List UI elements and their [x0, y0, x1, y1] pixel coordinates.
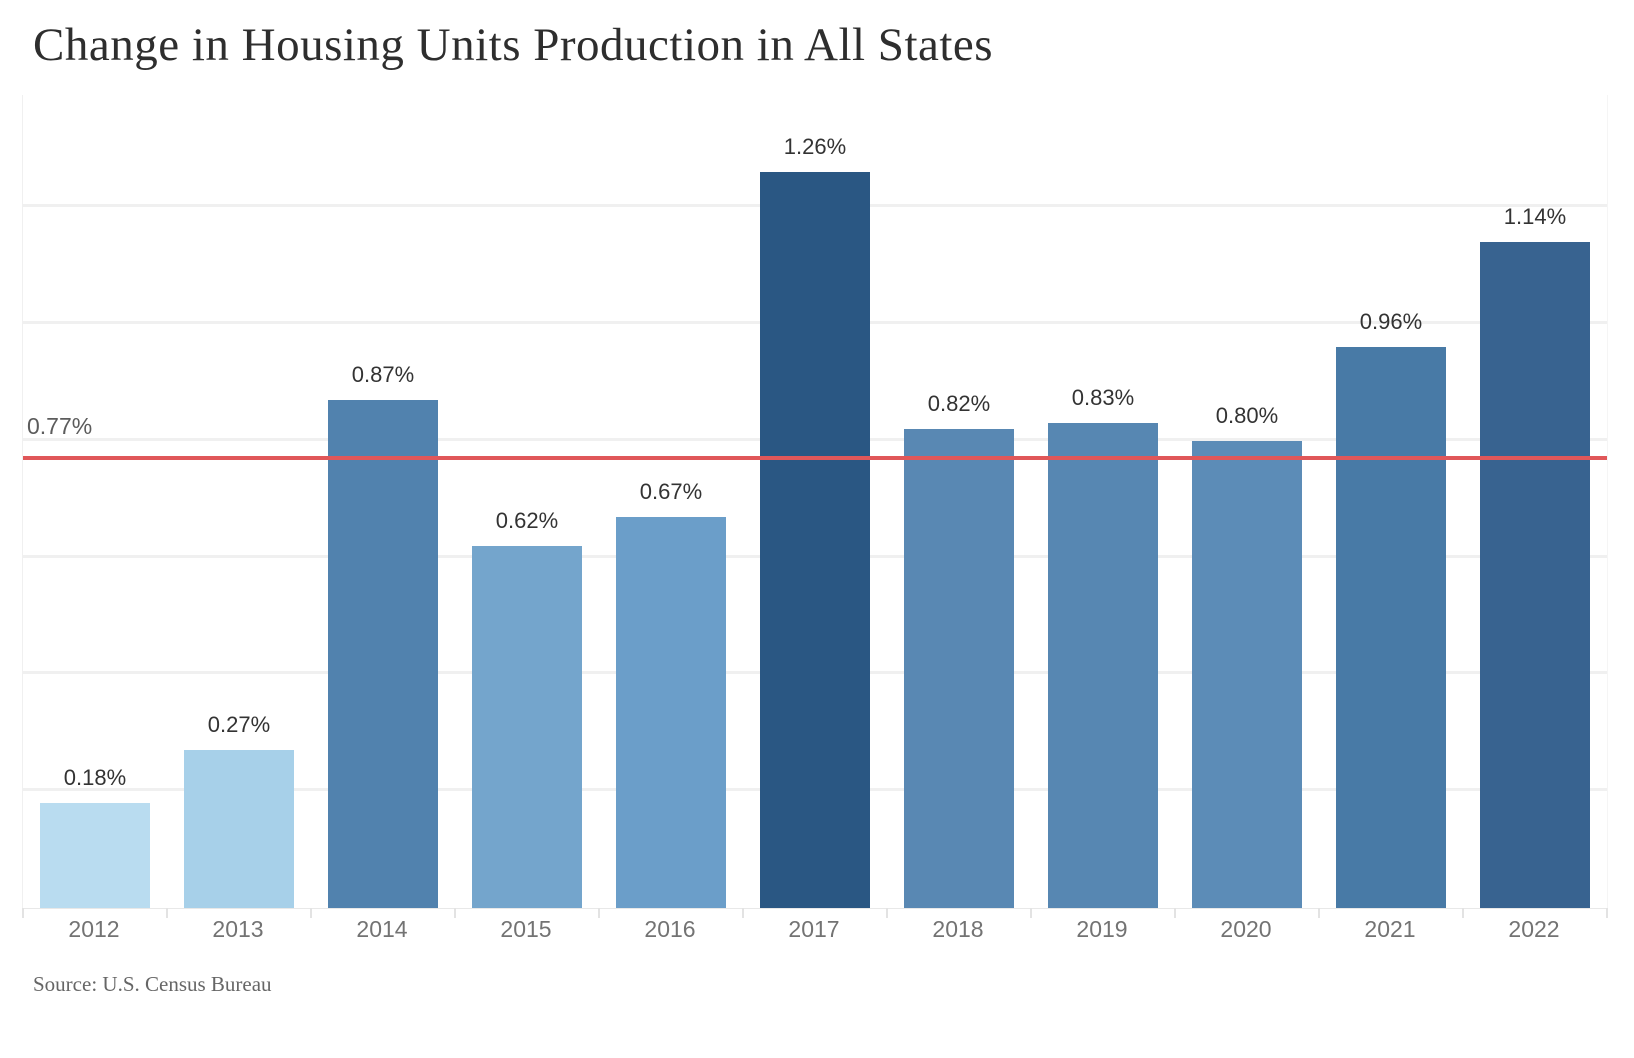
axis-tick	[1030, 908, 1032, 918]
axis-tick	[1606, 908, 1608, 918]
value-label: 0.83%	[1071, 385, 1135, 410]
bar-2012[interactable]	[40, 803, 150, 908]
chart-title: Change in Housing Units Production in Al…	[33, 19, 994, 71]
value-label: 0.18%	[63, 765, 127, 790]
bar-column-2020: 0.80%	[1175, 95, 1319, 908]
axis-tick	[742, 908, 744, 918]
axis-tick	[598, 908, 600, 918]
x-axis-label-2016: 2016	[644, 916, 696, 942]
x-axis-label-2019: 2019	[1076, 916, 1128, 942]
axis-tick	[22, 908, 24, 918]
x-axis-label-2013: 2013	[212, 916, 264, 942]
bar-column-2022: 1.14%	[1463, 95, 1607, 908]
bar-column-2021: 0.96%	[1319, 95, 1463, 908]
bar-2016[interactable]	[616, 517, 726, 908]
value-label: 1.26%	[783, 134, 847, 159]
value-label: 0.27%	[207, 712, 271, 737]
bar-2014[interactable]	[328, 400, 438, 908]
axis-tick	[886, 908, 888, 918]
bar-column-2019: 0.83%	[1031, 95, 1175, 908]
x-axis-label-2015: 2015	[500, 916, 552, 942]
x-axis-label-2018: 2018	[932, 916, 984, 942]
bar-chart-plot-area: 0.77% 0.18% 0.27% 0.87% 0.62% 0.67% 1.26% 0.82…	[22, 95, 1608, 918]
value-label: 0.67%	[639, 479, 703, 504]
bar-column-2015: 0.62%	[455, 95, 599, 908]
value-label: 0.96%	[1359, 309, 1423, 334]
x-axis-label-2014: 2014	[356, 916, 408, 942]
bar-2021[interactable]	[1336, 347, 1446, 908]
x-axis: 2012 2013 2014 2015 2016 2017 2018 2019 2020 2021…	[22, 916, 1606, 950]
value-label: 1.14%	[1503, 204, 1567, 229]
x-axis-label-2017: 2017	[788, 916, 840, 942]
bar-2020[interactable]	[1192, 441, 1302, 908]
axis-tick	[1318, 908, 1320, 918]
x-axis-label-2012: 2012	[68, 916, 120, 942]
bar-column-2018: 0.82%	[887, 95, 1031, 908]
x-axis-baseline	[23, 908, 1607, 909]
bar-2018[interactable]	[904, 429, 1014, 908]
bar-2017[interactable]	[760, 172, 870, 908]
axis-tick	[1462, 908, 1464, 918]
bar-column-2017: 1.26%	[743, 95, 887, 908]
bar-2013[interactable]	[184, 750, 294, 908]
bar-2015[interactable]	[472, 546, 582, 908]
x-axis-label-2021: 2021	[1364, 916, 1416, 942]
bar-column-2013: 0.27%	[167, 95, 311, 908]
x-axis-label-2022: 2022	[1508, 916, 1560, 942]
reference-line-label: 0.77%	[27, 413, 93, 439]
reference-line	[23, 456, 1607, 460]
value-label: 0.82%	[927, 391, 991, 416]
value-label: 0.62%	[495, 508, 559, 533]
axis-tick	[454, 908, 456, 918]
axis-tick	[166, 908, 168, 918]
bar-column-2014: 0.87%	[311, 95, 455, 908]
value-label: 0.87%	[351, 362, 415, 387]
axis-tick	[310, 908, 312, 918]
bar-2019[interactable]	[1048, 423, 1158, 908]
x-axis-label-2020: 2020	[1220, 916, 1272, 942]
source-note: Source: U.S. Census Bureau	[33, 972, 272, 996]
axis-tick	[1174, 908, 1176, 918]
bar-column-2016: 0.67%	[599, 95, 743, 908]
bar-column-2012: 0.18%	[23, 95, 167, 908]
bar-2022[interactable]	[1480, 242, 1590, 908]
value-label: 0.80%	[1215, 403, 1279, 428]
